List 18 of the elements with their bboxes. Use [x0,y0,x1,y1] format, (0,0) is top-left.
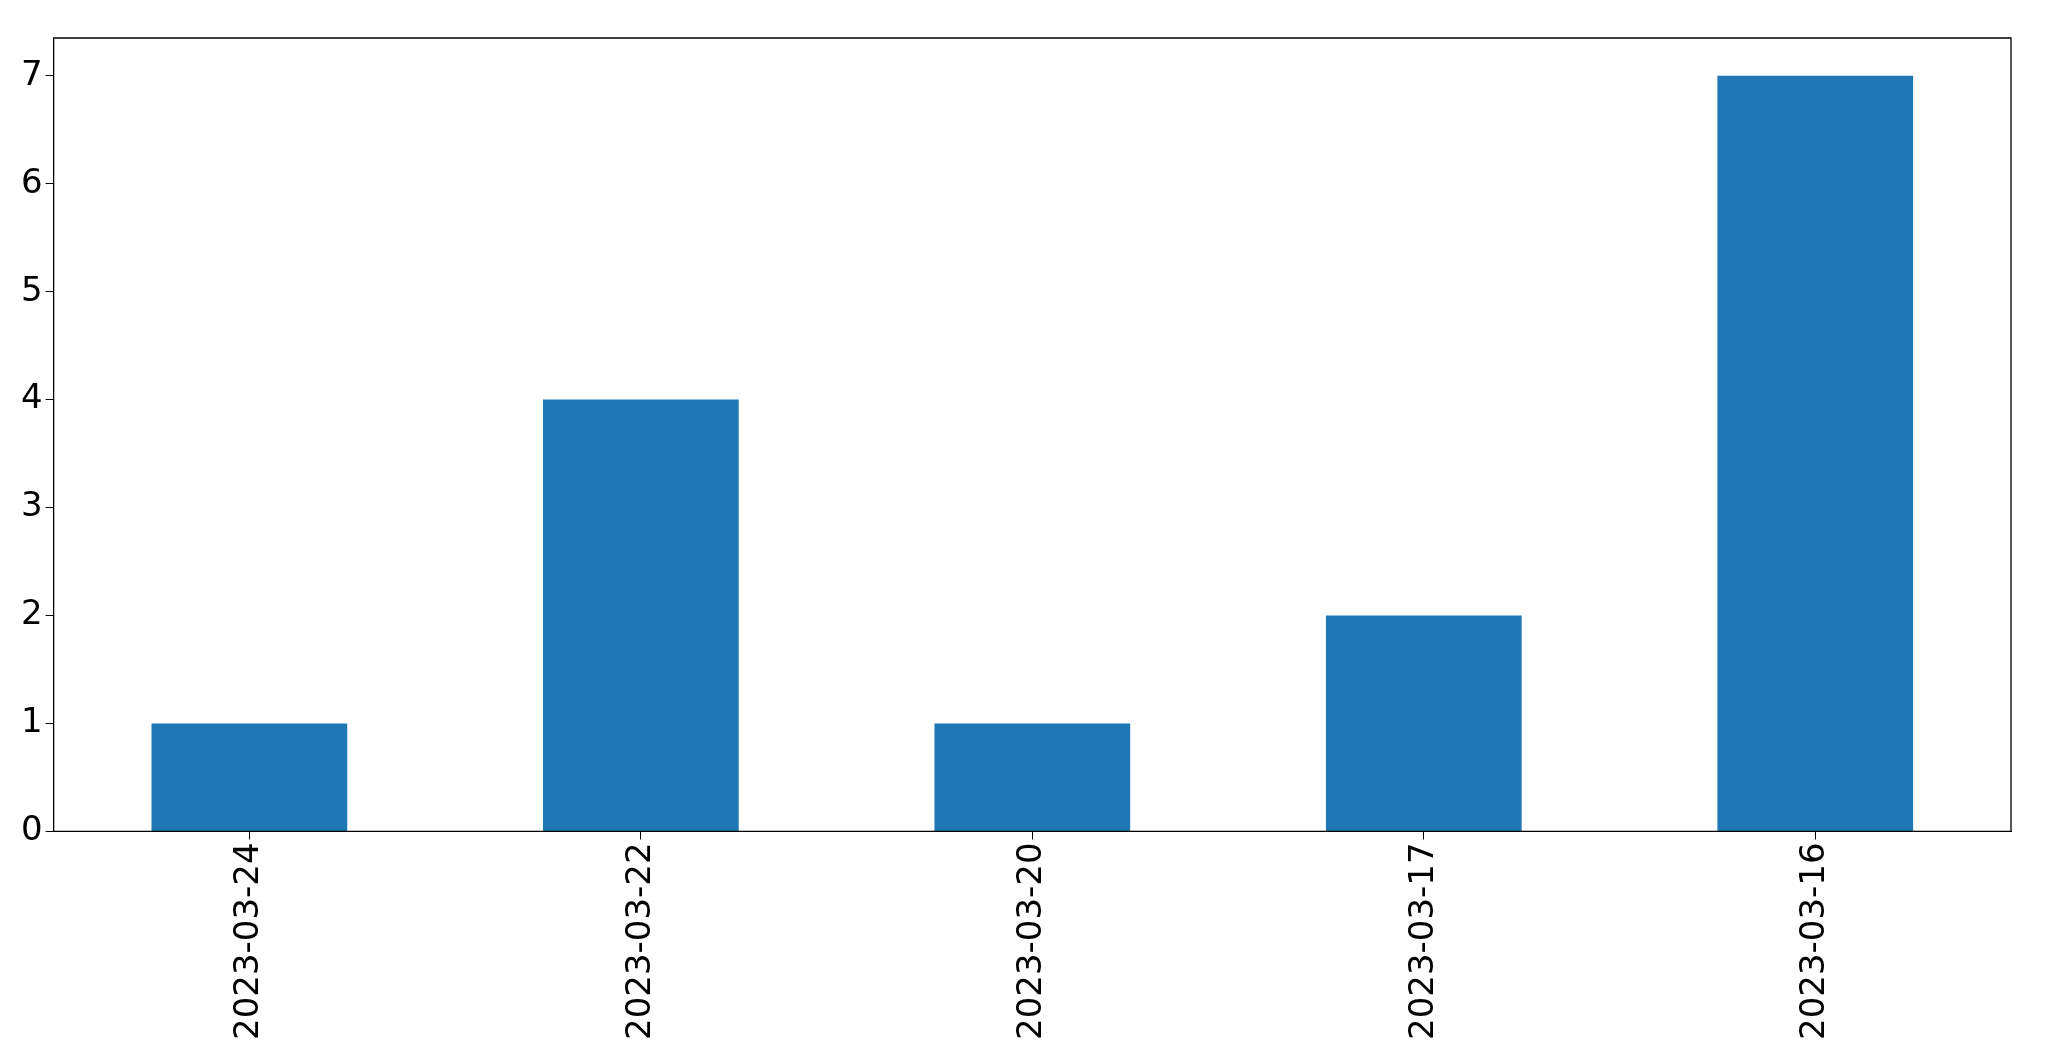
y-tick-label: 6 [20,160,43,201]
x-tick-label: 2023-03-20 [1009,842,1050,1040]
y-tick-label: 2 [20,592,43,633]
bar [934,723,1131,831]
bar [542,399,739,831]
bar [1325,615,1522,831]
x-tick-label: 2023-03-22 [617,842,658,1040]
y-tick-label: 7 [20,52,43,93]
bar [151,723,348,831]
x-tick-label: 2023-03-17 [1400,842,1441,1040]
y-tick-label: 5 [20,268,43,309]
y-tick-label: 0 [20,808,43,849]
x-tick-label: 2023-03-24 [226,842,267,1040]
bar [1717,75,1914,831]
y-tick-label: 1 [20,700,43,741]
y-tick-label: 4 [20,376,43,417]
y-tick-label: 3 [20,484,43,525]
x-tick-label: 2023-03-16 [1792,842,1833,1040]
